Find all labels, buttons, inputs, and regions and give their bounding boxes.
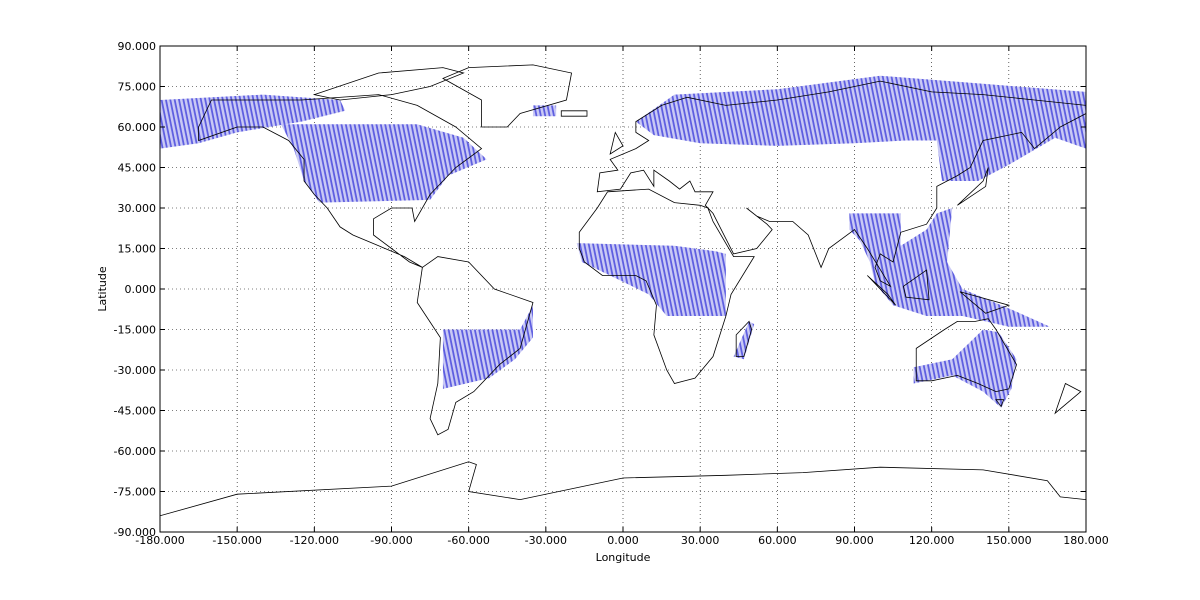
y-tick-label: -60.000 [114,445,156,458]
x-tick-label: 90.000 [835,534,874,547]
coastline [597,81,1086,286]
coastline [443,65,572,127]
coverage-region [635,75,1086,181]
x-tick-label: -90.000 [370,534,412,547]
coastline [579,189,754,383]
y-tick-label: 60.000 [118,121,157,134]
x-tick-label: -60.000 [447,534,489,547]
coverage-region [442,305,533,389]
coverage-region [576,243,726,316]
y-tick-label: 90.000 [118,40,157,53]
x-axis-label: Longitude [596,551,651,564]
y-tick-label: 75.000 [118,81,157,94]
coastline [160,462,1086,516]
x-tick-label: 0.000 [607,534,639,547]
x-tick-label: -30.000 [525,534,567,547]
coastline [314,68,463,100]
coastline [610,132,623,154]
x-tick-label: 150.000 [986,534,1032,547]
coastline [996,400,1004,407]
y-axis-label: Latitude [96,266,109,312]
coastline [736,321,751,356]
x-tick-label: 180.000 [1063,534,1109,547]
coastline [957,168,988,206]
coverage-region [160,94,346,149]
y-tick-label: -15.000 [114,324,156,337]
coverage-region [733,321,755,360]
coastline [199,95,482,268]
coverage-region [280,124,487,203]
coastline [867,276,895,306]
x-tick-label: 120.000 [909,534,955,547]
coastline [1055,384,1081,414]
y-tick-label: -45.000 [114,405,156,418]
coverage-region [913,329,1017,408]
x-tick-label: -120.000 [290,534,339,547]
x-tick-label: 30.000 [681,534,720,547]
y-tick-label: 30.000 [118,202,157,215]
coverage-region [849,208,1050,327]
coastline [903,270,929,300]
x-tick-label: 60.000 [758,534,797,547]
map-layer [160,65,1086,516]
x-tick-label: -150.000 [212,534,261,547]
y-tick-label: -90.000 [114,526,156,539]
y-tick-label: 0.000 [125,283,157,296]
coastline [916,319,1016,392]
y-tick-label: -75.000 [114,486,156,499]
y-tick-label: 15.000 [118,243,157,256]
x-tick-label: -180.000 [135,534,184,547]
y-tick-label: -30.000 [114,364,156,377]
y-tick-label: 45.000 [118,162,157,175]
coverage-region [532,105,557,117]
map-shapes [160,65,1086,516]
coastline [417,257,533,435]
coastline [561,111,587,116]
coastline [960,292,1009,314]
